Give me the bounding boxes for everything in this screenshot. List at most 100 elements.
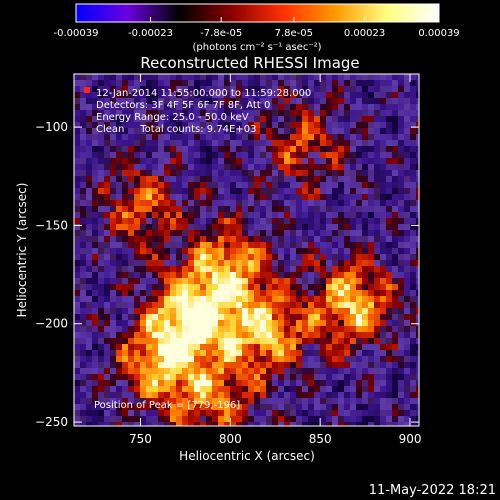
heatmap-cell [296, 248, 302, 254]
heatmap-cell [374, 218, 380, 224]
heatmap-cell [104, 368, 110, 374]
heatmap-cell [176, 266, 182, 272]
heatmap-cell [320, 110, 326, 116]
heatmap-cell [182, 350, 188, 356]
heatmap-cell [416, 368, 419, 374]
heatmap-cell [356, 248, 362, 254]
heatmap-cell [362, 422, 368, 426]
heatmap-cell [98, 386, 104, 392]
heatmap-cell [218, 194, 224, 200]
heatmap-cell [380, 104, 386, 110]
heatmap-cell [206, 326, 212, 332]
heatmap-cell [104, 218, 110, 224]
heatmap-cell [80, 272, 86, 278]
heatmap-cell [128, 188, 134, 194]
heatmap-cell [140, 146, 146, 152]
heatmap-cell [308, 284, 314, 290]
heatmap-cell [170, 158, 176, 164]
heatmap-cell [314, 278, 320, 284]
heatmap-cell [170, 236, 176, 242]
heatmap-cell [248, 284, 254, 290]
heatmap-cell [146, 284, 152, 290]
heatmap-cell [218, 410, 224, 416]
heatmap-cell [374, 320, 380, 326]
heatmap-cell [404, 338, 410, 344]
heatmap-cell [104, 254, 110, 260]
heatmap-cell [380, 410, 386, 416]
heatmap-cell [176, 104, 182, 110]
heatmap-cell [116, 254, 122, 260]
heatmap-cell [200, 200, 206, 206]
heatmap-cell [284, 266, 290, 272]
heatmap-cell [260, 104, 266, 110]
heatmap-cell [380, 218, 386, 224]
heatmap-cell [302, 164, 308, 170]
heatmap-cell [206, 146, 212, 152]
heatmap-cell [176, 386, 182, 392]
heatmap-cell [260, 392, 266, 398]
heatmap-cell [92, 338, 98, 344]
heatmap-cell [188, 158, 194, 164]
heatmap-cell [116, 206, 122, 212]
heatmap-cell [128, 302, 134, 308]
heatmap-cell [248, 218, 254, 224]
heatmap-cell [176, 362, 182, 368]
heatmap-cell [212, 182, 218, 188]
heatmap-cell [128, 110, 134, 116]
heatmap-cell [410, 212, 416, 218]
heatmap-cell [350, 128, 356, 134]
heatmap-cell [344, 158, 350, 164]
heatmap-cell [80, 164, 86, 170]
heatmap-cell [386, 260, 392, 266]
heatmap-cell [194, 230, 200, 236]
heatmap-cell [296, 278, 302, 284]
heatmap-cell [404, 212, 410, 218]
heatmap-cell [398, 332, 404, 338]
heatmap-cell [350, 356, 356, 362]
heatmap-cell [110, 242, 116, 248]
heatmap-cell [140, 236, 146, 242]
heatmap-cell [344, 374, 350, 380]
heatmap-cell [188, 266, 194, 272]
heatmap-cell [398, 260, 404, 266]
heatmap-cell [200, 80, 206, 86]
heatmap-cell [344, 320, 350, 326]
heatmap-cell [380, 416, 386, 422]
heatmap-cell [152, 218, 158, 224]
heatmap-cell [308, 74, 314, 80]
heatmap-cell [368, 86, 374, 92]
heatmap-cell [416, 176, 419, 182]
heatmap-cell [332, 134, 338, 140]
heatmap-cell [122, 332, 128, 338]
heatmap-cell [314, 164, 320, 170]
heatmap-cell [224, 80, 230, 86]
heatmap-cell [164, 206, 170, 212]
heatmap-cell [386, 92, 392, 98]
heatmap-cell [182, 212, 188, 218]
heatmap-cell [104, 338, 110, 344]
heatmap-cell [86, 218, 92, 224]
heatmap-cell [350, 236, 356, 242]
heatmap-cell [254, 392, 260, 398]
heatmap-cell [308, 122, 314, 128]
heatmap-cell [98, 362, 104, 368]
heatmap-cell [260, 110, 266, 116]
heatmap-cell [290, 188, 296, 194]
heatmap-cell [314, 152, 320, 158]
heatmap-cell [356, 230, 362, 236]
heatmap-cell [296, 218, 302, 224]
heatmap-cell [80, 416, 86, 422]
heatmap-cell [326, 374, 332, 380]
heatmap-cell [392, 140, 398, 146]
heatmap-cell [212, 362, 218, 368]
heatmap-cell [92, 422, 98, 426]
heatmap-cell [116, 164, 122, 170]
heatmap-cell [386, 410, 392, 416]
heatmap-cell [290, 176, 296, 182]
heatmap-cell [278, 386, 284, 392]
heatmap-cell [206, 176, 212, 182]
heatmap-cell [374, 164, 380, 170]
heatmap-cell [152, 314, 158, 320]
heatmap-cell [326, 188, 332, 194]
heatmap-cell [92, 398, 98, 404]
